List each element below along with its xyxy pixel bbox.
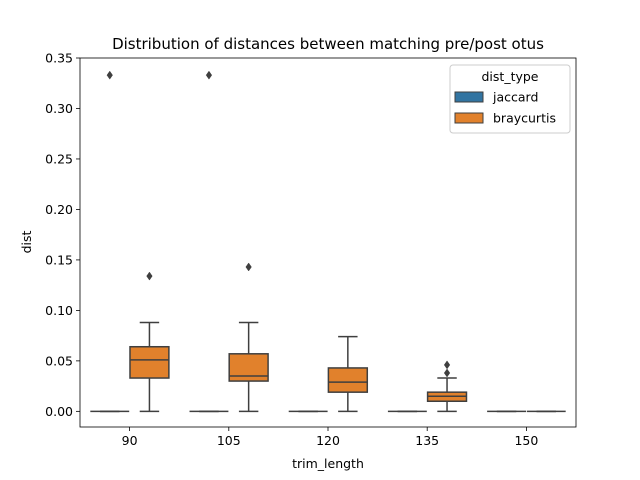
x-axis-label: trim_length — [292, 456, 364, 471]
y-axis-label: dist — [19, 230, 34, 253]
box-braycurtis-135 — [426, 360, 468, 413]
box-jaccard-90 — [90, 70, 130, 413]
y-tick-label: 0.25 — [45, 151, 73, 166]
x-tick-label: 135 — [415, 433, 439, 448]
y-tick-label: 0.05 — [45, 353, 73, 368]
y-tick-label: 0.15 — [45, 252, 73, 267]
y-tick-label: 0.30 — [45, 101, 73, 116]
legend-label-braycurtis: braycurtis — [493, 111, 556, 126]
box-braycurtis-90 — [129, 271, 170, 413]
legend-title: dist_type — [482, 69, 539, 84]
y-tick-label: 0.00 — [45, 404, 73, 419]
outlier-point — [443, 360, 451, 370]
box-jaccard-105 — [189, 70, 229, 413]
legend-swatch-jaccard — [454, 91, 484, 103]
y-tick-label: 0.10 — [45, 303, 73, 318]
y-axis: 0.00 0.05 0.10 0.15 0.20 0.25 0.30 0.35 — [45, 51, 80, 419]
plot-area — [90, 70, 566, 413]
legend-swatch-braycurtis — [454, 112, 484, 124]
x-tick-label: 120 — [316, 433, 340, 448]
outlier-point — [146, 271, 153, 281]
outlier-point — [443, 368, 451, 378]
x-tick-label: 90 — [122, 433, 138, 448]
box-braycurtis-120 — [327, 335, 369, 413]
y-tick-label: 0.20 — [45, 202, 73, 217]
legend-label-jaccard: jaccard — [492, 90, 538, 105]
y-tick-label: 0.35 — [45, 51, 73, 66]
box-iqr — [129, 345, 170, 379]
x-axis: 90 105 120 135 150 — [122, 427, 538, 448]
outlier-point — [205, 70, 213, 80]
outlier-point — [245, 262, 252, 272]
box-braycurtis-105 — [228, 262, 269, 413]
box-iqr — [327, 367, 369, 393]
outlier-point — [106, 70, 113, 80]
box-iqr — [228, 353, 269, 382]
x-tick-label: 105 — [217, 433, 241, 448]
chart-title: Distribution of distances between matchi… — [112, 35, 544, 53]
x-tick-label: 150 — [514, 433, 538, 448]
